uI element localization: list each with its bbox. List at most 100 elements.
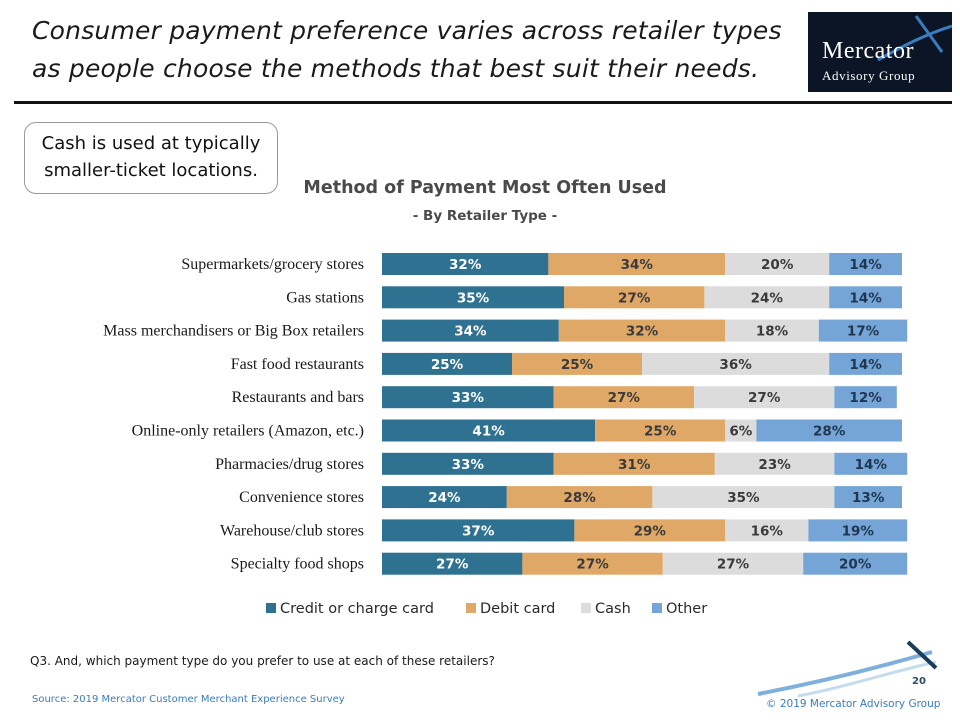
data-label: 28% — [563, 490, 596, 506]
legend-swatch — [466, 603, 476, 613]
category-label: Online-only retailers (Amazon, etc.) — [132, 423, 364, 440]
bar-segment — [694, 386, 835, 409]
data-label: 27% — [576, 557, 609, 573]
category-label: Fast food restaurants — [231, 356, 364, 373]
data-label: 31% — [618, 457, 651, 473]
data-label: 35% — [457, 290, 490, 306]
bar-segment — [834, 452, 908, 475]
data-label: 20% — [761, 257, 794, 273]
data-label: 13% — [852, 490, 885, 506]
category-label: Supermarkets/grocery stores — [181, 256, 364, 273]
bar-segment — [382, 253, 549, 275]
bar-segment — [725, 419, 757, 442]
category-label: Mass merchandisers or Big Box retailers — [103, 323, 364, 340]
bar-segment — [834, 486, 902, 509]
legend-swatch — [652, 603, 662, 613]
data-label: 14% — [855, 457, 888, 473]
bar-segment — [382, 552, 523, 575]
bar-segment — [652, 486, 835, 509]
data-label: 34% — [621, 257, 654, 273]
bar-segment — [829, 286, 902, 309]
data-label: 12% — [849, 390, 882, 406]
bar-segment — [756, 419, 902, 442]
bar-segment — [522, 552, 663, 575]
slide-headline: Consumer payment preference varies acros… — [32, 16, 782, 83]
data-label: 25% — [644, 424, 677, 440]
category-label: Warehouse/club stores — [220, 522, 364, 539]
legend-label: Debit card — [480, 601, 555, 617]
bar-segment — [553, 452, 715, 475]
copyright-note: © 2019 Mercator Advisory Group — [766, 698, 941, 710]
legend-swatch — [266, 603, 276, 613]
data-label: 29% — [634, 523, 667, 539]
bar-segment — [382, 352, 512, 375]
data-label: 27% — [608, 390, 641, 406]
bar-segment — [725, 319, 819, 342]
data-label: 16% — [751, 523, 784, 539]
data-label: 23% — [758, 457, 791, 473]
bar-segment — [553, 386, 694, 409]
data-label: 34% — [454, 324, 487, 340]
source-note: Source: 2019 Mercator Customer Merchant … — [32, 694, 345, 705]
bar-segment — [382, 486, 507, 509]
bar-segment — [829, 352, 902, 375]
bar-segment — [512, 352, 642, 375]
bar-segment — [725, 519, 809, 542]
legend-swatch — [581, 603, 591, 613]
data-label: 24% — [751, 290, 784, 306]
data-label: 24% — [428, 490, 461, 506]
legend-label: Credit or charge card — [280, 601, 434, 617]
bar-segment — [382, 519, 575, 542]
data-label: 35% — [727, 490, 760, 506]
data-label: 19% — [842, 523, 875, 539]
chart-subtitle: - By Retailer Type - — [412, 208, 558, 224]
chart-title: Method of Payment Most Often Used — [303, 178, 667, 198]
data-label: 25% — [561, 357, 594, 373]
data-label: 28% — [813, 424, 846, 440]
header-divider — [14, 101, 952, 104]
logo-swoosh-icon — [877, 15, 952, 62]
data-label: 6% — [729, 424, 752, 440]
data-label: 32% — [449, 257, 482, 273]
data-label: 27% — [717, 557, 750, 573]
data-label: 41% — [472, 424, 505, 440]
survey-question: Q3. And, which payment type do you prefe… — [30, 654, 495, 668]
data-label: 14% — [849, 357, 882, 373]
category-label: Gas stations — [286, 289, 364, 306]
bar-segment — [662, 552, 804, 575]
bar-segment — [803, 552, 908, 575]
data-label: 37% — [462, 523, 495, 539]
stacked-bar-chart: Supermarkets/grocery stores 32% 34% 20% 14% G… — [103, 253, 908, 617]
data-label: 17% — [847, 324, 880, 340]
data-label: 14% — [849, 290, 882, 306]
bar-segment — [818, 319, 908, 342]
bar-segment — [382, 286, 564, 309]
data-label: 18% — [756, 324, 789, 340]
bar-segment — [382, 419, 596, 442]
bar-segment — [548, 253, 726, 275]
corner-swoosh-icon — [757, 640, 938, 698]
bar-segment — [382, 452, 554, 475]
data-label: 32% — [626, 324, 659, 340]
bar-segment — [725, 253, 830, 275]
category-label: Restaurants and bars — [232, 389, 364, 406]
bar-segment — [595, 419, 726, 442]
logo-line2: Advisory Group — [822, 68, 916, 83]
data-label: 33% — [452, 390, 485, 406]
bar-segment — [558, 319, 726, 342]
data-label: 25% — [431, 357, 464, 373]
data-label: 27% — [618, 290, 651, 306]
logo-line1: Mercator — [822, 38, 914, 64]
legend-label: Cash — [595, 601, 631, 617]
legend-label: Other — [666, 601, 707, 617]
category-label: Convenience stores — [239, 489, 364, 506]
bar-segment — [382, 319, 559, 342]
data-label: 27% — [748, 390, 781, 406]
data-label: 27% — [436, 557, 469, 573]
mercator-logo: Mercator Advisory Group — [808, 12, 952, 92]
bar-segment — [808, 519, 908, 542]
bar-segment — [714, 452, 835, 475]
data-label: 20% — [839, 557, 872, 573]
callout-box: Cash is used at typically smaller-ticket… — [24, 122, 278, 194]
bar-segment — [834, 386, 897, 409]
